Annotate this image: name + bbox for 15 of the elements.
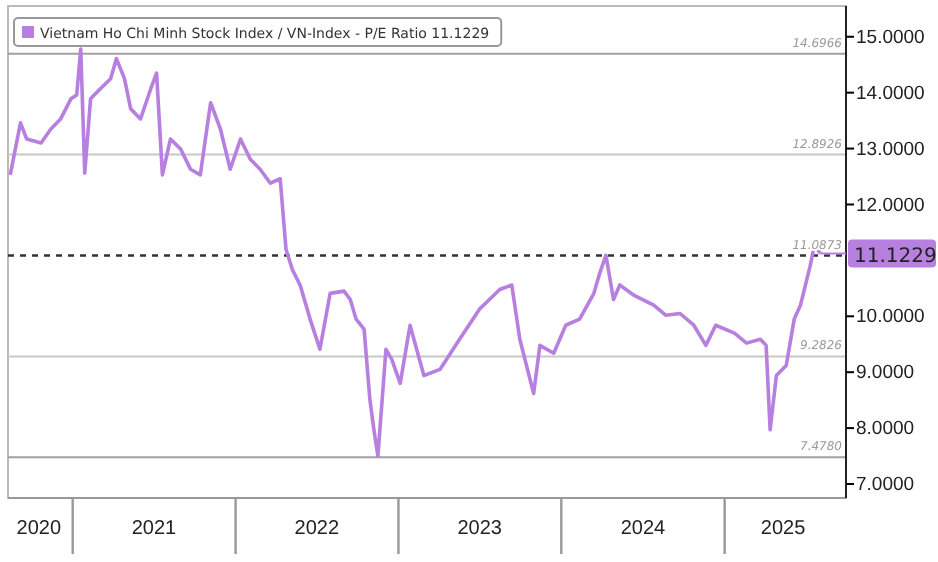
x-tick-label: 2023 [457, 518, 503, 540]
x-tick-label: 2020 [16, 518, 62, 540]
x-tick-label: 2021 [131, 518, 178, 540]
annotation: 11.1229 [854, 245, 937, 268]
y-tick-label: 8.0000 [856, 418, 915, 441]
y-tick-label: 7.0000 [856, 474, 915, 497]
y-tick-label: 9.0000 [856, 362, 915, 385]
y-tick-label: 13.0000 [856, 138, 925, 161]
x-tick-label: 2022 [294, 518, 340, 540]
x-tick-label: 2025 [760, 518, 807, 540]
y-tick-label: 14.0000 [856, 82, 925, 105]
x-tick-label: 2024 [620, 518, 667, 540]
y-tick-label: 15.0000 [856, 26, 925, 49]
y-tick-label: 12.0000 [856, 194, 925, 217]
y-tick-label: 10.0000 [856, 306, 925, 329]
